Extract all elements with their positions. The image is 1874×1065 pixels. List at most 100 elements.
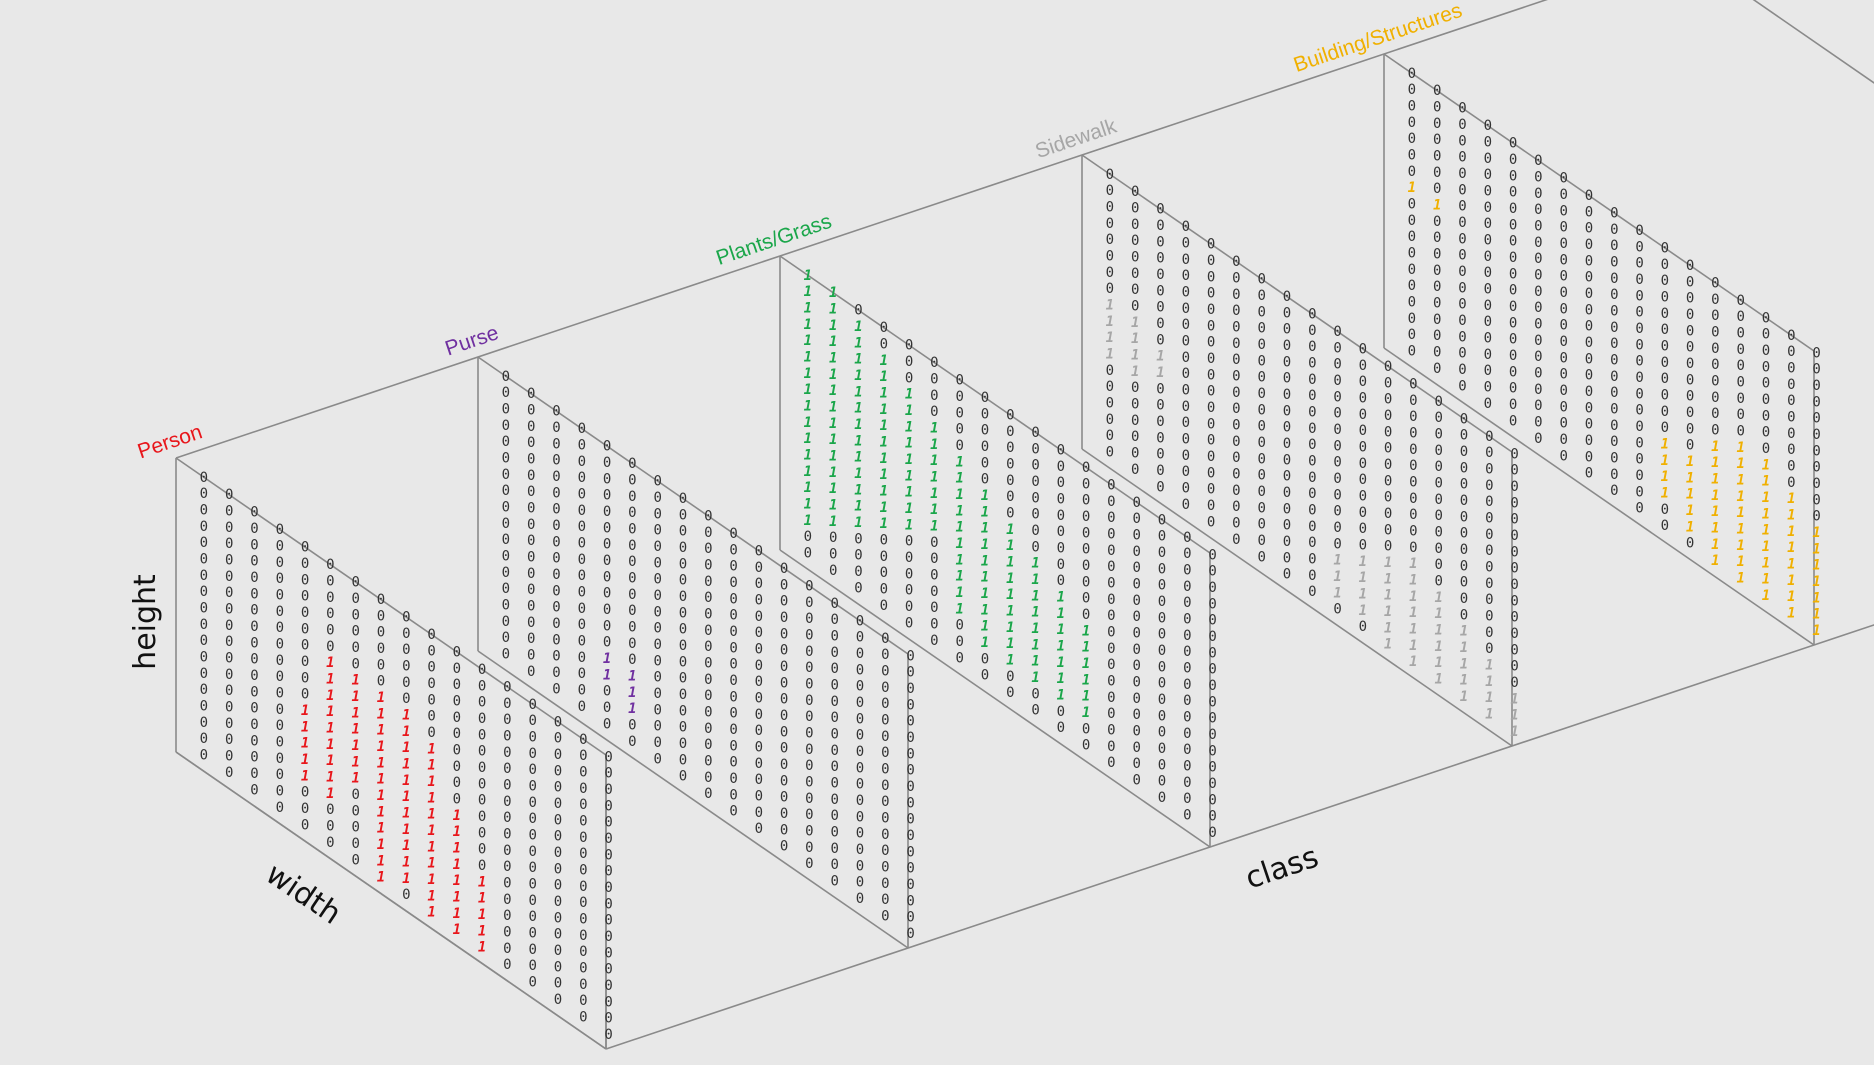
mask-value-zero: 0 — [1132, 495, 1140, 511]
mask-value-zero: 0 — [1132, 691, 1140, 707]
mask-value-zero: 0 — [704, 705, 712, 721]
mask-value-zero: 0 — [552, 583, 560, 599]
mask-value-zero: 0 — [1183, 612, 1191, 628]
mask-value-zero: 0 — [729, 657, 737, 673]
mask-value-zero: 0 — [1812, 394, 1820, 410]
mask-value-one: 1 — [1031, 605, 1039, 621]
mask-value-one: 1 — [301, 736, 309, 752]
mask-value-zero: 0 — [1158, 643, 1166, 659]
mask-value-zero: 0 — [200, 551, 208, 567]
mask-value-zero: 0 — [880, 598, 888, 614]
mask-value-zero: 0 — [1232, 303, 1240, 319]
mask-value-zero: 0 — [729, 673, 737, 689]
mask-value-zero: 0 — [301, 638, 309, 654]
mask-value-zero: 0 — [1408, 327, 1416, 343]
mask-value-zero: 0 — [1283, 403, 1291, 419]
mask-value-zero: 0 — [1460, 477, 1468, 493]
mask-value-zero: 0 — [1485, 609, 1493, 625]
mask-value-zero: 0 — [478, 711, 486, 727]
mask-value-zero: 0 — [1183, 644, 1191, 660]
mask-value-zero: 0 — [528, 779, 536, 795]
mask-value-zero: 0 — [603, 602, 611, 618]
mask-value-zero: 0 — [225, 504, 233, 520]
mask-value-zero: 0 — [1509, 201, 1517, 217]
mask-value-one: 1 — [1686, 454, 1694, 470]
mask-value-zero: 0 — [250, 733, 258, 749]
mask-value-zero: 0 — [1510, 512, 1518, 528]
mask-value-one: 1 — [1661, 469, 1669, 485]
mask-value-zero: 0 — [1308, 470, 1316, 486]
mask-value-zero: 0 — [1257, 321, 1265, 337]
mask-value-one: 1 — [930, 470, 938, 486]
mask-value-zero: 0 — [1232, 467, 1240, 483]
mask-value-zero: 0 — [1308, 307, 1316, 323]
mask-value-zero: 0 — [679, 752, 687, 768]
top-back-edge — [175, 0, 1548, 459]
mask-value-zero: 0 — [704, 754, 712, 770]
mask-value-one: 1 — [905, 485, 913, 501]
mask-value-zero: 0 — [1158, 692, 1166, 708]
mask-value-zero: 0 — [603, 569, 611, 585]
mask-value-zero: 0 — [1131, 266, 1139, 282]
mask-value-one: 1 — [427, 774, 435, 790]
mask-value-zero: 0 — [1333, 536, 1341, 552]
mask-value-zero: 0 — [905, 550, 913, 566]
mask-value-zero: 0 — [1485, 494, 1493, 510]
mask-value-one: 1 — [1333, 553, 1341, 569]
mask-value-zero: 0 — [301, 621, 309, 637]
mask-value-zero: 0 — [579, 732, 587, 748]
mask-value-zero: 0 — [528, 958, 536, 974]
mask-value-zero: 0 — [906, 926, 914, 942]
mask-value-one: 1 — [427, 905, 435, 921]
mask-value-zero: 0 — [1182, 334, 1190, 350]
mask-value-zero: 0 — [1131, 413, 1139, 429]
mask-value-zero: 0 — [955, 389, 963, 405]
mask-value-zero: 0 — [1132, 707, 1140, 723]
mask-value-zero: 0 — [1107, 559, 1115, 575]
mask-value-one: 1 — [1762, 539, 1770, 555]
mask-value-zero: 0 — [1333, 373, 1341, 389]
mask-value-zero: 0 — [1484, 298, 1492, 314]
mask-value-zero: 0 — [1107, 690, 1115, 706]
mask-value-zero: 0 — [729, 722, 737, 738]
mask-value-one: 1 — [804, 415, 812, 431]
mask-value-one: 1 — [1082, 656, 1090, 672]
mask-value-zero: 0 — [805, 693, 813, 709]
mask-value-zero: 0 — [603, 488, 611, 504]
mask-value-zero: 0 — [1787, 442, 1795, 458]
mask-value-one: 1 — [854, 433, 862, 449]
mask-value-zero: 0 — [679, 654, 687, 670]
mask-value-zero: 0 — [1182, 285, 1190, 301]
mask-value-zero: 0 — [552, 534, 560, 550]
mask-value-zero: 0 — [805, 758, 813, 774]
mask-value-zero: 0 — [1509, 381, 1517, 397]
mask-value-zero: 0 — [527, 615, 535, 631]
mask-value-zero: 0 — [604, 962, 612, 978]
mask-value-zero: 0 — [552, 518, 560, 534]
mask-value-zero: 0 — [250, 603, 258, 619]
mask-value-zero: 0 — [326, 606, 334, 622]
slab-bottom-edge — [477, 650, 909, 949]
mask-value-zero: 0 — [1183, 775, 1191, 791]
mask-value-zero: 0 — [1257, 337, 1265, 353]
mask-value-one: 1 — [1156, 365, 1164, 381]
mask-value-zero: 0 — [552, 600, 560, 616]
mask-value-one: 1 — [1006, 636, 1014, 652]
mask-value-zero: 0 — [679, 589, 687, 605]
mask-value-zero: 0 — [1257, 370, 1265, 386]
mask-value-zero: 0 — [628, 489, 636, 505]
mask-value-zero: 0 — [603, 520, 611, 536]
mask-value-zero: 0 — [1711, 357, 1719, 373]
mask-value-zero: 0 — [1232, 352, 1240, 368]
mask-value-zero: 0 — [1283, 452, 1291, 468]
mask-value-one: 1 — [1812, 590, 1820, 606]
mask-value-zero: 0 — [554, 992, 562, 1008]
mask-value-zero: 0 — [1559, 367, 1567, 383]
mask-value-one: 1 — [351, 673, 359, 689]
mask-value-one: 1 — [1384, 604, 1392, 620]
mask-value-zero: 0 — [1458, 133, 1466, 149]
mask-value-zero: 0 — [1509, 250, 1517, 266]
mask-value-zero: 0 — [1661, 355, 1669, 371]
mask-value-one: 1 — [1106, 330, 1114, 346]
mask-value-zero: 0 — [503, 679, 511, 695]
